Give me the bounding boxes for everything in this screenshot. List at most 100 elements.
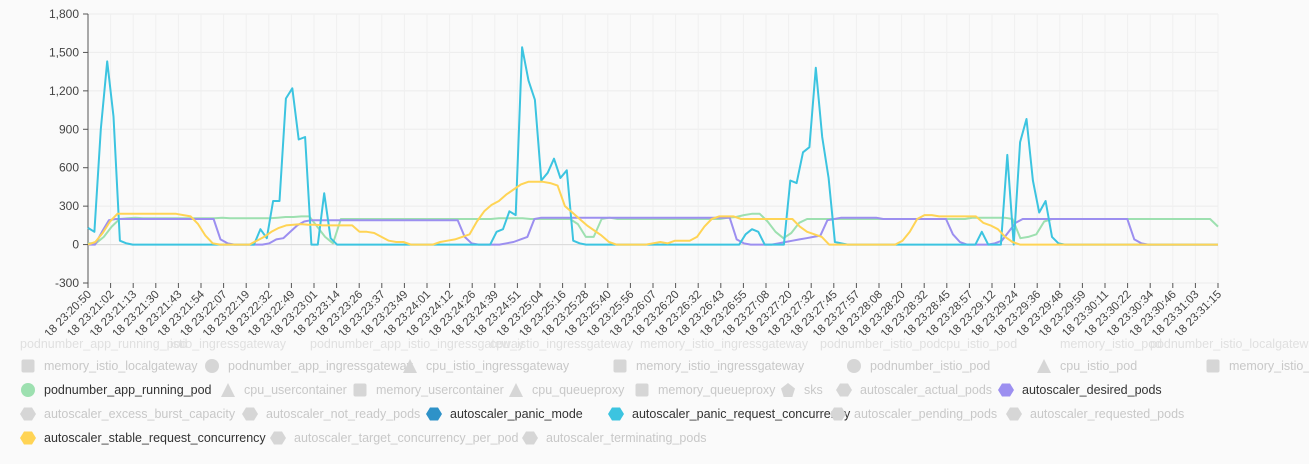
hexagon-icon [426,407,442,421]
legend-item-label: cpu_istio_pod [940,337,1018,351]
triangle-icon [509,383,523,397]
legend-item-memory-istio-pod[interactable]: memory_istio_pod [1205,356,1309,376]
legend-item-label: cpu_istio_ingressgateway [490,337,634,351]
legend-item-podnumber-app-ingressgateway[interactable]: podnumber_app_ingressgateway [204,356,413,376]
legend-item-label: podnumber_app_ingressgateway [228,359,413,373]
legend-item-memory-istio-ingressgateway[interactable]: memory_istio_ingressgateway [612,356,804,376]
series-lines [87,46,1219,246]
legend-item-label: podnumber_app_istio_ingressgateway [310,337,525,351]
legend-item-label: cpu_istio_ingressgateway [426,359,570,373]
hexagon-icon [20,407,36,421]
legend-item-label: memory_istio_pod [1229,359,1309,373]
legend-item-label: cpu_usercontainer [244,383,347,397]
legend-item-autoscaler-actual-pods[interactable]: autoscaler_actual_pods [836,380,992,400]
y-tick-label: 1,800 [49,7,79,21]
legend-item-memory-istio-localgateway[interactable]: memory_istio_localgateway [20,356,198,376]
legend-item-autoscaler-desired-pods[interactable]: autoscaler_desired_pods [998,380,1162,400]
hexagon-icon [270,431,286,445]
legend-item[interactable]: podnumber_istio_localgateway [1150,334,1309,354]
legend-item-autoscaler-panic-request-concurrency[interactable]: autoscaler_panic_request_concurrency [608,404,850,424]
legend-item-label: memory_queueproxy [658,383,776,397]
square-icon [21,359,35,373]
legend-item[interactable]: podnumber_app_istio_ingressgateway [310,334,524,354]
legend-item-autoscaler-panic-mode[interactable]: autoscaler_panic_mode [426,404,583,424]
legend-item-autoscaler-target-concurrency-per-pod[interactable]: autoscaler_target_concurrency_per_pod [270,428,518,448]
legend-item-label: autoscaler_pending_pods [854,407,998,421]
line-chart: -300 0 300 600 900 1,200 1,500 1,800 2020-08-18… [10,7,1224,335]
legend-item-label: podnumber_istio_pod [870,359,991,373]
hexagon-icon [20,431,36,445]
legend-item[interactable]: cpu_istio_pod [940,334,1017,354]
legend-item-label: cpu_queueproxy [532,383,625,397]
legend: podnumber_app_running_pod istio_ingressga… [20,334,1309,452]
hexagon-icon [1006,407,1022,421]
legend-item-label: autoscaler_requested_pods [1030,407,1185,421]
legend-item-label: cpu_istio_pod [1060,359,1138,373]
circle-icon [205,359,219,373]
y-tick-label: 1,500 [49,45,79,59]
hexagon-icon [608,407,624,421]
legend-item-label: autoscaler_desired_pods [1022,383,1162,397]
legend-item-memory-usercontainer[interactable]: memory_usercontainer [352,380,504,400]
legend-item-autoscaler-stable-request-concurrency[interactable]: autoscaler_stable_request_concurrency [20,428,266,448]
legend-item-label: podnumber_istio_localgateway [1150,337,1309,351]
legend-row4: autoscaler_excess_burst_capacity autoscal… [20,404,1290,428]
legend-item-label: autoscaler_excess_burst_capacity [44,407,236,421]
legend-row2: memory_istio_localgateway podnumber_app_i… [20,356,1309,380]
series-line-podnumber-app-running-pod [88,212,1219,245]
circle-icon [847,359,861,373]
legend-item-label: podnumber_app_running_pod [20,337,188,351]
legend-item-autoscaler-terminating-pods[interactable]: autoscaler_terminating_pods [522,428,707,448]
legend-item-autoscaler-requested-pods[interactable]: autoscaler_requested_pods [1006,404,1184,424]
legend-item-label: istio_ingressgateway [170,337,287,351]
triangle-icon [1037,359,1051,373]
legend-item-cpu-usercontainer[interactable]: cpu_usercontainer [220,380,347,400]
y-tick-label: 0 [72,238,79,252]
triangle-icon [403,359,417,373]
legend-item-podnumber-istio-pod[interactable]: podnumber_istio_pod [846,356,990,376]
legend-item-label: autoscaler_stable_request_concurrency [44,431,266,445]
square-icon [353,383,367,397]
legend-row3: podnumber_app_running_pod cpu_usercontain… [20,380,1290,404]
legend-item[interactable]: cpu_istio_ingressgateway [490,334,633,354]
legend-item-sks[interactable]: sks [780,380,823,400]
y-tick-label: 900 [59,122,79,136]
legend-item-cpu-queueproxy[interactable]: cpu_queueproxy [508,380,624,400]
legend-item-memory-queueproxy[interactable]: memory_queueproxy [634,380,775,400]
legend-item-podnumber-app-running-pod[interactable]: podnumber_app_running_pod [20,380,212,400]
legend-item-label: podnumber_istio_pod [820,337,941,351]
legend-item[interactable]: memory_istio_pod [1060,334,1162,354]
legend-item-label: autoscaler_panic_mode [450,407,583,421]
hexagon-icon [522,431,538,445]
legend-item-autoscaler-excess-burst-capacity[interactable]: autoscaler_excess_burst_capacity [20,404,235,424]
square-icon [613,359,627,373]
legend-row5: autoscaler_stable_request_concurrency aut… [20,428,1290,452]
legend-item-label: memory_istio_ingressgateway [640,337,809,351]
legend-row-overlap: podnumber_app_running_pod istio_ingressga… [20,334,1309,356]
legend-item-label: sks [804,383,823,397]
legend-item-cpu-istio-pod[interactable]: cpu_istio_pod [1036,356,1137,376]
legend-item-label: autoscaler_actual_pods [860,383,993,397]
pentagon-icon [781,383,795,397]
legend-item-label: memory_istio_ingressgateway [636,359,805,373]
legend-item[interactable]: istio_ingressgateway [170,334,286,354]
square-icon [635,383,649,397]
legend-item-label: memory_istio_pod [1060,337,1163,351]
legend-item-cpu-istio-ingressgateway[interactable]: cpu_istio_ingressgateway [402,356,569,376]
hexagon-icon [242,407,258,421]
legend-item[interactable]: podnumber_istio_pod [820,334,940,354]
legend-item-label: autoscaler_terminating_pods [546,431,707,445]
legend-item[interactable]: podnumber_app_running_pod [20,334,188,354]
legend-item[interactable]: memory_istio_ingressgateway [640,334,808,354]
y-tick-label: 600 [59,161,79,175]
legend-item-autoscaler-pending-pods[interactable]: autoscaler_pending_pods [830,404,997,424]
legend-item-label: autoscaler_panic_request_concurrency [632,407,851,421]
legend-item-label: memory_istio_localgateway [44,359,198,373]
square-icon [1206,359,1220,373]
legend-item-autoscaler-not-ready-pods[interactable]: autoscaler_not_ready_pods [242,404,420,424]
y-axis-ticks: -300 0 300 600 900 1,200 1,500 1,800 [49,7,88,290]
y-tick-label: 300 [59,199,79,213]
y-tick-label: -300 [55,276,79,290]
legend-item-label: autoscaler_not_ready_pods [266,407,421,421]
